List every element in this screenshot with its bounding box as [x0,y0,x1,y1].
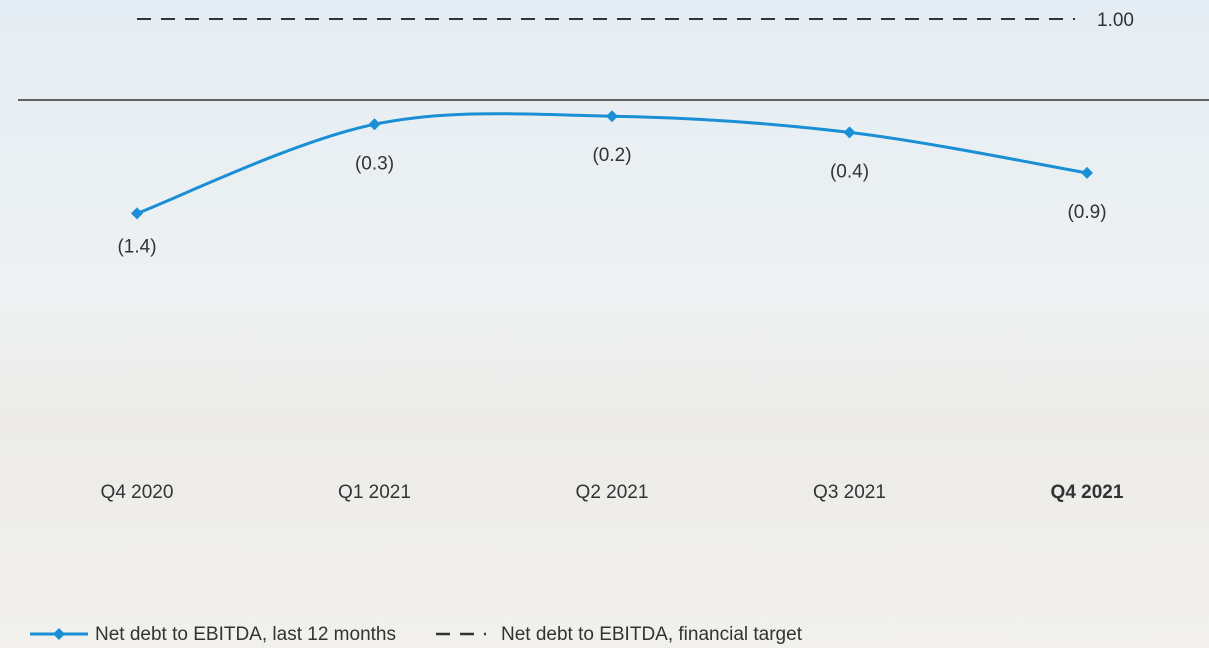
x-tick-label: Q2 2021 [576,482,649,503]
data-point [368,118,381,131]
data-point [1081,166,1093,179]
legend-label: Net debt to EBITDA, financial target [501,624,803,645]
data-label: (0.4) [830,161,869,182]
data-label: 1.00 [1097,10,1134,31]
data-label: (1.4) [117,236,156,257]
data-point [843,126,856,139]
x-tick-label: Q4 2021 [1051,482,1124,503]
data-label: (0.2) [592,145,631,166]
x-tick-label: Q1 2021 [338,482,411,503]
data-point [606,110,618,123]
data-label: (0.3) [355,153,394,174]
legend-marker [53,628,65,640]
data-label: (0.9) [1067,202,1106,223]
x-tick-label: Q4 2020 [101,482,174,503]
x-tick-label: Q3 2021 [813,482,886,503]
data-point [131,207,143,220]
legend-label: Net debt to EBITDA, last 12 months [95,624,396,645]
